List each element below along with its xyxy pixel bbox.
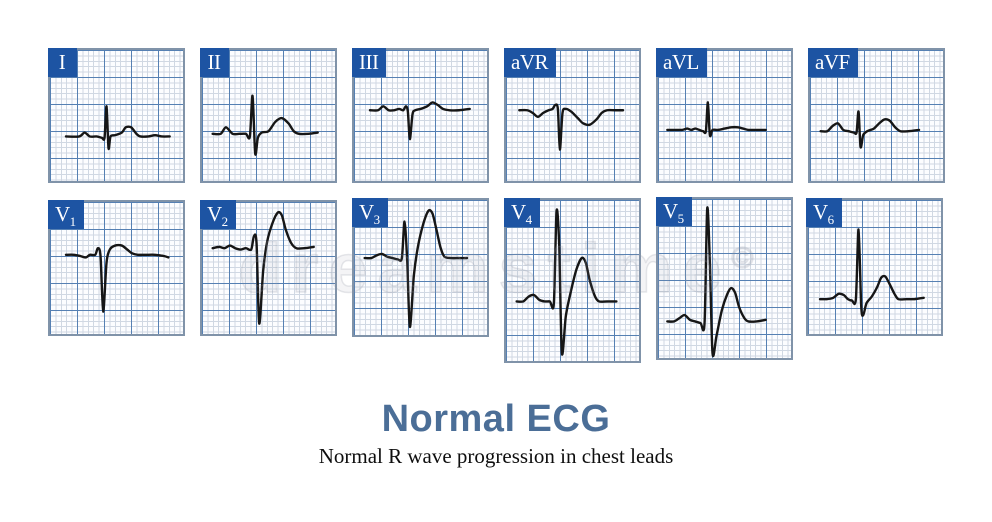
page-title: Normal ECG xyxy=(381,398,611,440)
lead-label: III xyxy=(352,48,387,78)
ecg-waveform xyxy=(506,200,639,361)
ecg-panel-lead-avl: aVL xyxy=(656,48,793,183)
ecg-waveform xyxy=(50,50,183,181)
lead-label-sub: 5 xyxy=(677,211,685,227)
ecg-trace xyxy=(517,209,617,354)
ecg-panel-lead-v5: V5 xyxy=(656,197,793,360)
lead-label: V4 xyxy=(504,198,540,228)
ecg-trace xyxy=(667,207,765,356)
ecg-trace xyxy=(365,210,467,327)
ecg-trace xyxy=(821,111,919,147)
ecg-panel-lead-v2: V2 xyxy=(200,200,337,336)
ecg-waveform xyxy=(202,50,335,181)
ecg-waveform xyxy=(506,50,639,181)
lead-label: V1 xyxy=(48,200,84,230)
lead-label: V5 xyxy=(656,197,692,227)
lead-label-main: I xyxy=(58,50,66,74)
ecg-panel-lead-ii: II xyxy=(200,48,337,183)
ecg-waveform xyxy=(50,202,183,334)
ecg-trace xyxy=(519,105,623,150)
ecg-panel-lead-v1: V1 xyxy=(48,200,185,336)
lead-label-main: V xyxy=(207,202,222,226)
ecg-waveform xyxy=(810,50,943,181)
lead-label-main: V xyxy=(813,200,828,224)
ecg-panel-lead-v4: V4 xyxy=(504,198,641,363)
lead-label-main: aVL xyxy=(663,50,699,74)
ecg-panel-lead-i: I xyxy=(48,48,185,183)
ecg-panel-lead-v6: V6 xyxy=(806,198,943,336)
ecg-waveform xyxy=(354,200,487,335)
lead-label-sub: 1 xyxy=(69,214,77,230)
ecg-waveform xyxy=(808,200,941,334)
lead-label-sub: 3 xyxy=(373,212,381,228)
lead-label-main: V xyxy=(511,200,526,224)
lead-label-sub: 2 xyxy=(221,214,229,230)
lead-label-main: V xyxy=(55,202,70,226)
ecg-trace xyxy=(213,212,314,324)
lead-label: aVR xyxy=(504,48,556,78)
ecg-panel-lead-avr: aVR xyxy=(504,48,641,183)
lead-label-main: III xyxy=(359,50,379,74)
lead-label-sub: 4 xyxy=(525,212,533,228)
ecg-panel-lead-avf: aVF xyxy=(808,48,945,183)
lead-label-main: II xyxy=(207,50,222,74)
lead-label: aVF xyxy=(808,48,858,78)
ecg-panel-lead-v3: V3 xyxy=(352,198,489,337)
ecg-trace xyxy=(820,229,924,315)
lead-label: I xyxy=(48,48,77,78)
ecg-trace xyxy=(66,245,168,311)
ecg-waveform xyxy=(658,50,791,181)
lead-label: V2 xyxy=(200,200,236,230)
ecg-trace xyxy=(370,102,470,139)
lead-label: aVL xyxy=(656,48,707,78)
ecg-waveform xyxy=(354,50,487,181)
lead-label-main: aVF xyxy=(815,50,850,74)
lead-label: V3 xyxy=(352,198,388,228)
lead-label-main: V xyxy=(663,199,678,223)
ecg-trace xyxy=(66,106,170,149)
ecg-trace xyxy=(213,96,318,155)
lead-label: II xyxy=(200,48,229,78)
page-subtitle: Normal R wave progression in chest leads xyxy=(318,444,674,468)
ecg-panel-lead-iii: III xyxy=(352,48,489,183)
lead-label-main: V xyxy=(359,200,374,224)
ecg-trace xyxy=(667,102,765,136)
lead-label-sub: 6 xyxy=(827,212,835,228)
ecg-waveform xyxy=(658,199,791,358)
ecg-waveform xyxy=(202,202,335,334)
lead-label: V6 xyxy=(806,198,842,228)
lead-label-main: aVR xyxy=(511,50,549,74)
